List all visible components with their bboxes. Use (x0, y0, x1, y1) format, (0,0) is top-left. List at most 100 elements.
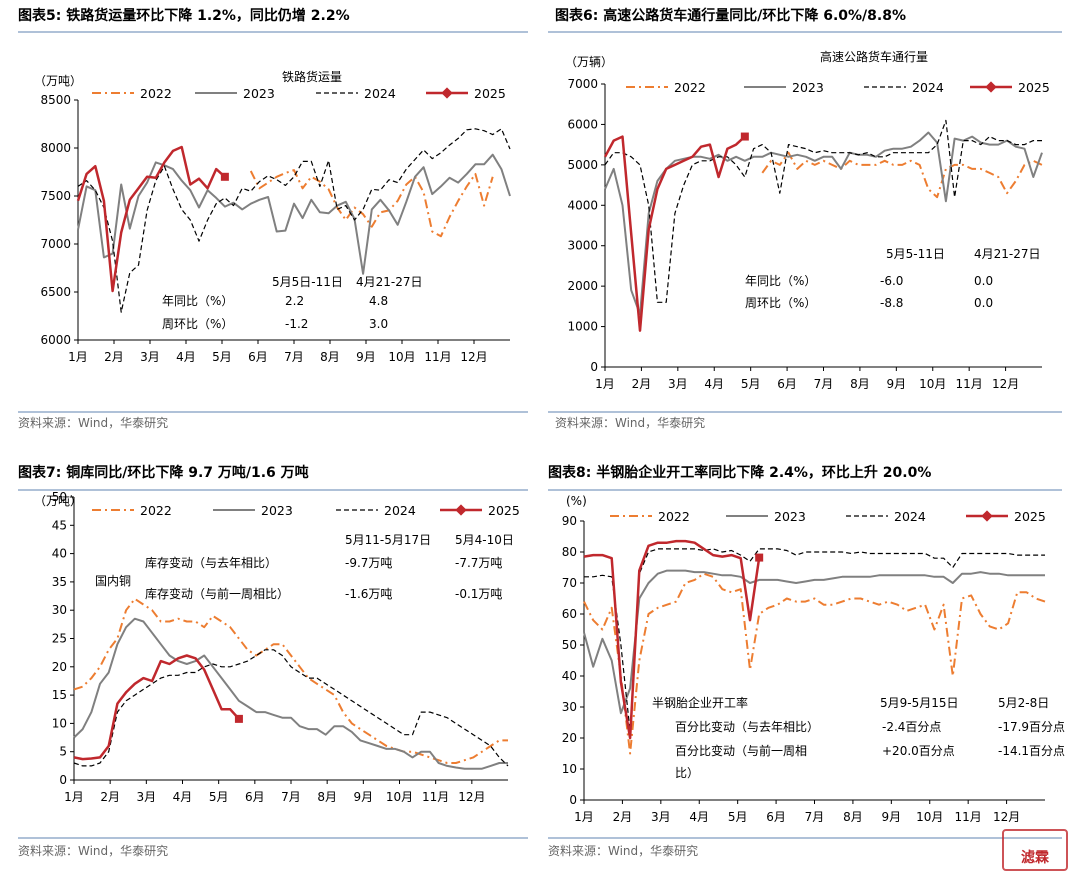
x-tick-label: 11月 (424, 350, 451, 364)
series-line-2025 (76, 145, 226, 293)
legend-marker-2025 (455, 504, 467, 516)
y-tick-label: 90 (562, 514, 577, 528)
series-end-marker-2025 (234, 714, 243, 723)
y-tick-label: 6000 (40, 333, 71, 347)
x-tick-label: 3月 (140, 350, 160, 364)
annotation-row-label: 库存变动（与前一周相比） (145, 586, 289, 601)
chart-panel-7: 图表7: 铜库同比/环比下降 9.7 万吨/1.6 万吨资料来源：Wind，华泰… (18, 464, 528, 858)
legend-label-2025: 2025 (474, 86, 506, 101)
x-tick-label: 8月 (317, 790, 337, 804)
y-tick-label: 4000 (567, 198, 598, 212)
annotation-value: -7.7万吨 (455, 556, 502, 570)
annotation-value: -8.8 (880, 296, 903, 310)
legend-label-2023: 2023 (792, 80, 824, 95)
x-tick-label: 10月 (916, 810, 943, 824)
y-tick-label: 50 (52, 490, 67, 504)
legend-marker-2025 (441, 87, 453, 99)
series-line-2022 (249, 169, 494, 238)
legend-label-2022: 2022 (674, 80, 706, 95)
series-line-2025 (603, 135, 746, 332)
inner-title: 铁路货运量 (282, 69, 342, 84)
annotation-value: 3.0 (369, 317, 388, 331)
y-tick-label: 0 (569, 793, 577, 807)
annotation-header: 4月21-27日 (974, 247, 1041, 261)
y-tick-label: 7000 (40, 237, 71, 251)
series-line-2023 (77, 153, 511, 275)
legend-label-2023: 2023 (774, 509, 806, 524)
annotation-header: 5月5-11日 (886, 247, 945, 261)
y-tick-label: 40 (52, 547, 67, 561)
x-tick-label: 12月 (992, 377, 1019, 391)
watermark-frame (1002, 829, 1068, 871)
x-tick-label: 2月 (100, 790, 120, 804)
annotation-value: -14.1百分点 (998, 744, 1065, 758)
y-tick-label: 3000 (567, 239, 598, 253)
unit-label: （万吨） (34, 74, 82, 88)
annotation-value: +20.0百分点 (882, 744, 955, 758)
annotation-value: -17.9百分点 (998, 720, 1065, 734)
annotation-header: 4月21-27日 (356, 275, 423, 289)
y-tick-label: 8500 (40, 93, 71, 107)
x-tick-label: 5月 (209, 790, 229, 804)
y-tick-label: 15 (52, 688, 67, 702)
y-tick-label: 40 (562, 669, 577, 683)
series-end-marker-2025 (740, 132, 749, 141)
x-tick-label: 6月 (248, 350, 268, 364)
annotation-row-label: 年同比（%） (162, 294, 233, 308)
y-tick-label: 6500 (40, 285, 71, 299)
x-tick-label: 3月 (668, 377, 688, 391)
y-tick-label: 20 (562, 731, 577, 745)
annotation-header: 5月4-10日 (455, 533, 514, 547)
legend-marker-2025 (985, 81, 997, 93)
inner-title: 高速公路货车通行量 (820, 49, 928, 64)
legend-label-2025: 2025 (1018, 80, 1050, 95)
x-tick-label: 10月 (388, 350, 415, 364)
annotation-header: 5月2-8日 (998, 696, 1049, 710)
legend-label-2023: 2023 (243, 86, 275, 101)
y-tick-label: 60 (562, 607, 577, 621)
annotation-header: 5月5日-11日 (272, 275, 343, 289)
x-tick-label: 5月 (212, 350, 232, 364)
annotation-header: 5月9-5月15日 (880, 696, 959, 710)
legend-label-2025: 2025 (1014, 509, 1046, 524)
chart-panel-8: 图表8: 半钢胎企业开工率同比下降 2.4%，环比上升 20.0% 资料来源：Wi… (548, 464, 1065, 858)
y-tick-label: 30 (52, 603, 67, 617)
x-tick-label: 2月 (104, 350, 124, 364)
x-tick-label: 6月 (766, 810, 786, 824)
x-tick-label: 7月 (805, 810, 825, 824)
x-tick-label: 7月 (284, 350, 304, 364)
figure-title: 图表5: 铁路货运量环比下降 1.2%，同比仍增 2.2% (18, 7, 350, 24)
legend-label-2022: 2022 (140, 86, 172, 101)
inner-title: 半钢胎企业开工率 (652, 695, 748, 710)
series-line-2025 (583, 539, 761, 740)
y-tick-label: 0 (59, 773, 67, 787)
x-tick-label: 1月 (595, 377, 615, 391)
x-tick-label: 7月 (281, 790, 301, 804)
y-tick-label: 25 (52, 632, 67, 646)
annotation-value: 2.2 (285, 294, 304, 308)
x-tick-label: 12月 (993, 810, 1020, 824)
annotation-value: 0.0 (974, 274, 993, 288)
chart-panel-6: 图表6: 高速公路货车通行量同比/环比下降 6.0%/8.8% 资料来源：Wind… (548, 7, 1062, 430)
series-end-marker-2025 (755, 553, 764, 562)
x-tick-label: 10月 (919, 377, 946, 391)
y-tick-label: 45 (52, 518, 67, 532)
x-tick-label: 10月 (386, 790, 413, 804)
y-tick-label: 0 (590, 360, 598, 374)
x-tick-label: 3月 (137, 790, 157, 804)
unit-label: (%) (566, 494, 587, 508)
series-end-marker-2025 (220, 172, 229, 181)
annotation-value: -1.6万吨 (345, 587, 392, 601)
legend-label-2024: 2024 (894, 509, 926, 524)
figure-title: 图表6: 高速公路货车通行量同比/环比下降 6.0%/8.8% (555, 7, 906, 24)
figure-title: 图表8: 半钢胎企业开工率同比下降 2.4%，环比上升 20.0% (548, 464, 931, 481)
annotation-value: -2.4百分点 (882, 720, 941, 734)
annotation-row-label: 周环比（%） (745, 296, 816, 310)
y-tick-label: 5 (59, 745, 67, 759)
x-tick-label: 2月 (632, 377, 652, 391)
x-tick-label: 4月 (704, 377, 724, 391)
x-tick-label: 8月 (320, 350, 340, 364)
x-tick-label: 2月 (613, 810, 633, 824)
legend-label-2024: 2024 (364, 86, 396, 101)
series-line-2025 (73, 654, 240, 761)
